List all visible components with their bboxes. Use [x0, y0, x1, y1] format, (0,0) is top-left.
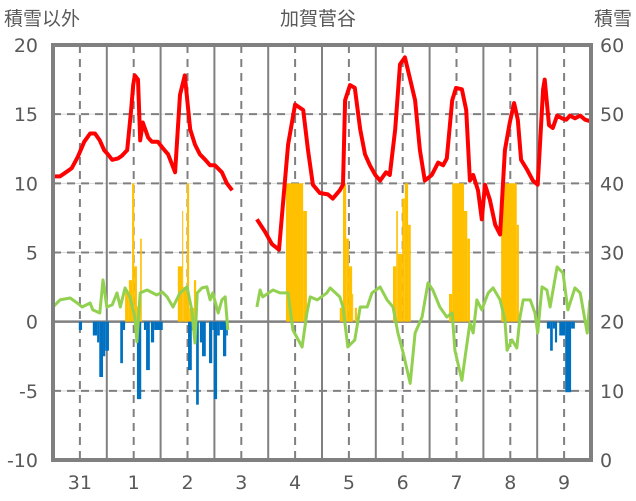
blue-bar [223, 321, 227, 357]
blue-bar [199, 321, 203, 343]
blue-bar [154, 321, 163, 330]
yellow-bar [393, 266, 397, 322]
blue-bar [97, 321, 100, 343]
yellow-bar [339, 307, 343, 322]
day-label: 3 [235, 472, 247, 494]
day-label: 2 [181, 472, 193, 494]
right-tick-label: 10 [600, 381, 624, 403]
blue-bar [559, 321, 566, 336]
yellow-bar [348, 266, 353, 322]
blue-bar [120, 321, 123, 364]
blue-bar [105, 321, 109, 351]
blue-bar [217, 321, 220, 336]
blue-bar [546, 321, 551, 329]
yellow-bar [467, 238, 470, 322]
blue-bar [136, 321, 142, 400]
yellow-bar [402, 198, 405, 322]
day-label: 5 [343, 472, 355, 494]
yellow-bar [132, 183, 135, 322]
blue-bar [143, 321, 147, 330]
left-tick-label: 15 [14, 104, 38, 126]
bars [78, 183, 575, 405]
right-tick-label: 0 [600, 450, 612, 472]
day-label: 1 [128, 472, 140, 494]
blue-bar [554, 321, 558, 343]
blue-bar [78, 321, 83, 330]
left-tick-label: 10 [14, 173, 38, 195]
yellow-bar [404, 183, 409, 322]
day-label: 6 [397, 472, 409, 494]
blue-bar [213, 321, 218, 400]
yellow-bar [193, 280, 197, 322]
right-axis-title: 積雪 [594, 8, 632, 30]
left-tick-label: 20 [14, 35, 38, 57]
yellow-bar [182, 211, 184, 322]
right-tick-label: 30 [600, 243, 624, 265]
day-label: 4 [289, 472, 301, 494]
blue-bar [92, 321, 98, 336]
blue-bar [552, 321, 555, 329]
blue-bar [99, 321, 104, 377]
blue-bar [188, 321, 192, 371]
yellow-bar [186, 183, 190, 322]
left-tick-label: -5 [19, 381, 38, 403]
yellow-bar [134, 266, 137, 322]
plot-frame [51, 43, 593, 462]
yellow-bar [352, 294, 354, 322]
yellow-bar [303, 211, 307, 322]
yellow-bar [183, 287, 187, 322]
blue-bar [103, 321, 106, 357]
yellow-bar [342, 183, 347, 322]
yellow-bar [140, 238, 142, 322]
blue-bar [196, 321, 199, 405]
blue-bar [550, 321, 553, 351]
blue-bar [212, 321, 214, 330]
left-tick-label: 0 [26, 312, 38, 334]
yellow-bar [285, 183, 304, 322]
blue-bar [122, 321, 126, 330]
yellow-bar [346, 238, 349, 322]
right-tick-label: 40 [600, 173, 624, 195]
left-tick-label: 5 [26, 243, 38, 265]
yellow-bar [464, 211, 468, 322]
yellow-bar [354, 307, 357, 322]
chart-title: 加賀菅谷 [280, 8, 356, 30]
day-label: 9 [558, 472, 570, 494]
yellow-bar [501, 183, 517, 322]
blue-bar [150, 321, 155, 343]
blue-bar [571, 321, 575, 329]
yellow-bar [397, 253, 403, 322]
right-tick-label: 60 [600, 35, 624, 57]
yellow-bar [408, 224, 411, 322]
yellow-bar [396, 211, 398, 322]
blue-bar [209, 321, 213, 364]
day-label: 7 [450, 472, 462, 494]
red-line-series [53, 55, 591, 252]
blue-bar [202, 321, 206, 357]
right-tick-label: 20 [600, 312, 624, 334]
blue-bar [146, 321, 150, 371]
day-label: 8 [504, 472, 516, 494]
yellow-bar [452, 183, 465, 322]
left-axis-title: 積雪以外 [4, 8, 80, 30]
day-label: 31 [68, 472, 92, 494]
yellow-bar [516, 224, 519, 322]
right-tick-label: 50 [600, 104, 624, 126]
tick-labels: 20 60 15 50 10 40 5 30 0 20 -5 10 -10 0 31 1 2 3 4 5 6 7 8 9 [7, 35, 624, 494]
gridlines [53, 45, 591, 460]
left-tick-label: -10 [7, 450, 38, 472]
blue-bar [219, 321, 224, 330]
blue-bar [565, 321, 572, 393]
green-line-series [51, 265, 592, 385]
yellow-bar [125, 292, 129, 322]
yellow-bar [448, 294, 453, 322]
